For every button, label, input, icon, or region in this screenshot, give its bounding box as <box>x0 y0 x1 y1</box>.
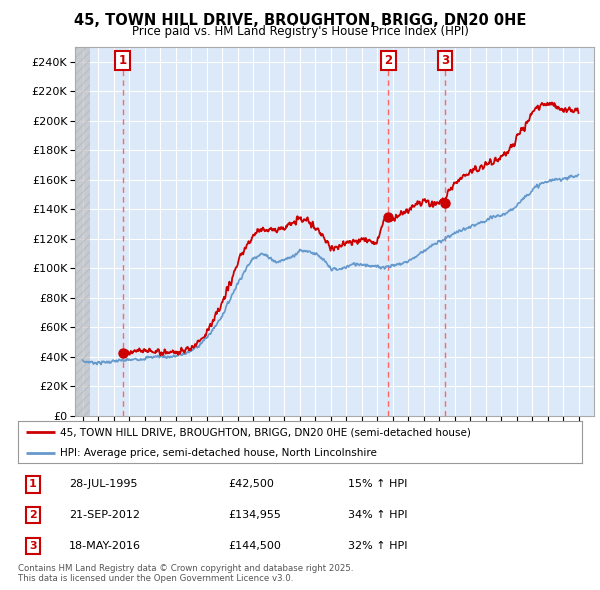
Text: Contains HM Land Registry data © Crown copyright and database right 2025.
This d: Contains HM Land Registry data © Crown c… <box>18 563 353 583</box>
Text: 2: 2 <box>29 510 37 520</box>
Text: 28-JUL-1995: 28-JUL-1995 <box>69 480 137 489</box>
Text: 21-SEP-2012: 21-SEP-2012 <box>69 510 140 520</box>
Text: 1: 1 <box>29 480 37 489</box>
Text: 3: 3 <box>29 541 37 550</box>
Text: £42,500: £42,500 <box>228 480 274 489</box>
Text: £144,500: £144,500 <box>228 541 281 550</box>
Text: 34% ↑ HPI: 34% ↑ HPI <box>348 510 407 520</box>
Text: Price paid vs. HM Land Registry's House Price Index (HPI): Price paid vs. HM Land Registry's House … <box>131 25 469 38</box>
Text: 45, TOWN HILL DRIVE, BROUGHTON, BRIGG, DN20 0HE: 45, TOWN HILL DRIVE, BROUGHTON, BRIGG, D… <box>74 13 526 28</box>
Text: HPI: Average price, semi-detached house, North Lincolnshire: HPI: Average price, semi-detached house,… <box>60 448 377 458</box>
Text: 45, TOWN HILL DRIVE, BROUGHTON, BRIGG, DN20 0HE (semi-detached house): 45, TOWN HILL DRIVE, BROUGHTON, BRIGG, D… <box>60 427 471 437</box>
Bar <box>75 47 91 416</box>
Text: 32% ↑ HPI: 32% ↑ HPI <box>348 541 407 550</box>
Text: 18-MAY-2016: 18-MAY-2016 <box>69 541 141 550</box>
Text: 15% ↑ HPI: 15% ↑ HPI <box>348 480 407 489</box>
Text: 2: 2 <box>384 54 392 67</box>
Text: £134,955: £134,955 <box>228 510 281 520</box>
Text: 1: 1 <box>119 54 127 67</box>
Text: 3: 3 <box>441 54 449 67</box>
